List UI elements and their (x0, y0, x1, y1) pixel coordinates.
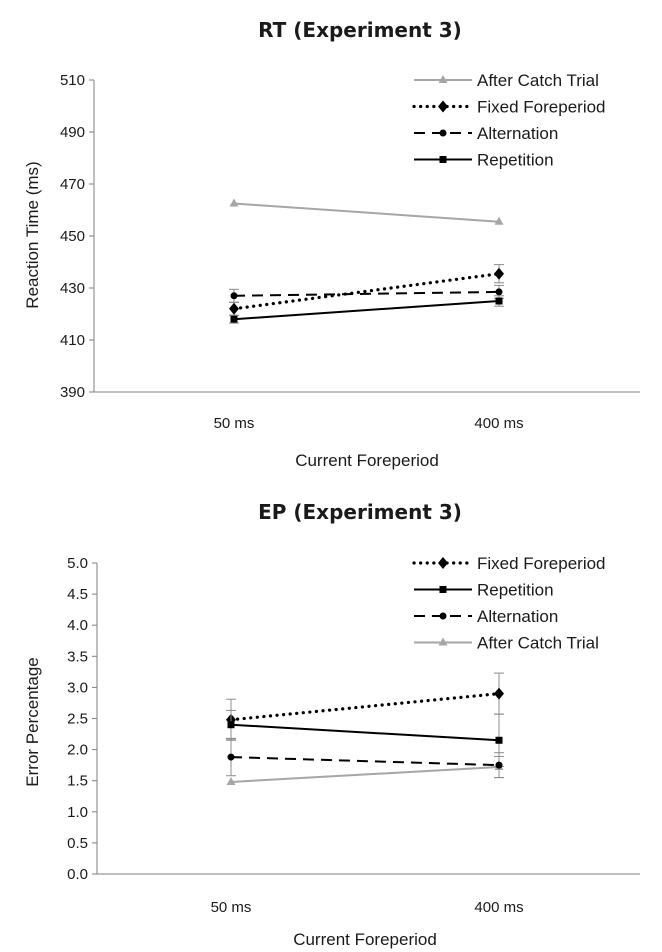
ep-alternation-point (495, 761, 503, 769)
rt-y-tick-label: 490 (60, 124, 85, 141)
ep-y-tick-label: 3.5 (67, 648, 88, 665)
ep-legend-marker-repetition (439, 586, 447, 593)
ep-repetition-line (230, 723, 500, 742)
rt-y-tick-label: 430 (60, 280, 85, 297)
rt-fixed-foreperiod-point (229, 302, 239, 315)
ep-y-tick-label: 4.5 (67, 586, 88, 603)
rt-alternation-point (230, 292, 238, 300)
ep-y-tick-label: 1.0 (67, 804, 88, 821)
ep-legend-label-after-catch-trial: After Catch Trial (477, 634, 599, 653)
rt-alternation-line (233, 290, 500, 297)
rt-y-tick-label: 450 (60, 228, 85, 245)
rt-y-tick-label: 470 (60, 176, 85, 193)
rt-legend-marker-after-catch-trial (438, 75, 448, 83)
ep-y-tick-label: 0.0 (67, 866, 88, 883)
rt-repetition-point (495, 297, 503, 305)
rt-y-tick-label: 410 (60, 332, 85, 349)
ep-y-tick-label: 2.5 (67, 711, 88, 728)
rt-series-after-catch-trial (229, 198, 504, 225)
rt-series-fixed-foreperiod (229, 264, 504, 316)
rt-series-alternation (229, 284, 504, 303)
ep-legend-marker-after-catch-trial (438, 637, 448, 646)
ep-fixed-foreperiod-point (494, 687, 504, 700)
rt-legend-label-alternation: Alternation (477, 124, 558, 143)
ep-fixed-foreperiod-line (229, 692, 501, 722)
rt-legend-label-fixed-foreperiod: Fixed Foreperiod (477, 98, 606, 117)
rt-legend-marker-alternation (439, 129, 447, 137)
ep-legend-label-alternation: Alternation (477, 607, 558, 626)
ep-y-axis-title: Error Percentage (23, 657, 42, 786)
ep-y-tick-label: 4.0 (67, 617, 88, 634)
rt-x-tick-label: 400 ms (474, 415, 523, 432)
ep-repetition-point (495, 736, 503, 744)
rt-repetition-point (230, 315, 238, 323)
ep-alternation-point (227, 753, 235, 761)
rt-after-catch-trial-point (229, 198, 239, 207)
ep-after-catch-trial-point (226, 776, 236, 785)
ep-y-tick-label: 5.0 (67, 555, 88, 572)
ep-plot-area: 0.0 0.5 1.0 1.5 2.0 2.5 3.0 3.5 4.0 4.5 5.0 50 ms 40… (67, 554, 640, 916)
ep-legend: Fixed Foreperiod Repetition Alternation Aft… (412, 554, 606, 653)
rt-chart-title: RT (Experiment 3) (258, 18, 462, 42)
ep-y-tick-label: 2.0 (67, 742, 88, 759)
ep-series-alternation (226, 737, 504, 779)
ep-legend-label-fixed-foreperiod: Fixed Foreperiod (477, 554, 606, 573)
ep-legend-marker-fixed-foreperiod (438, 557, 448, 569)
rt-legend-label-after-catch-trial: After Catch Trial (477, 71, 599, 90)
rt-fixed-foreperiod-point (494, 267, 504, 280)
ep-x-axis-title: Current Foreperiod (293, 930, 437, 949)
ep-chart-title: EP (Experiment 3) (258, 500, 462, 524)
ep-x-tick-label: 400 ms (474, 899, 523, 916)
rt-repetition-line (233, 300, 500, 321)
ep-repetition-point (227, 721, 235, 729)
rt-chart: RT (Experiment 3) Reaction Time (ms) Cur… (23, 18, 640, 470)
rt-alternation-point (495, 288, 503, 296)
ep-y-tick-label: 0.5 (67, 835, 88, 852)
rt-legend-label-repetition: Repetition (477, 151, 554, 170)
ep-y-tick-label: 3.0 (67, 679, 88, 696)
rt-after-catch-trial-line (233, 202, 500, 223)
rt-legend-marker-repetition (439, 156, 447, 163)
rt-y-tick-label: 510 (60, 72, 85, 89)
rt-x-tick-label: 50 ms (214, 415, 255, 432)
rt-x-axis-title: Current Foreperiod (295, 451, 439, 470)
rt-plot-area: 390 410 430 450 470 490 510 50 ms 400 ms After Ca… (60, 71, 640, 432)
rt-y-tick-label: 390 (60, 384, 85, 401)
ep-x-tick-label: 50 ms (211, 899, 252, 916)
rt-fixed-foreperiod-line (232, 272, 501, 311)
ep-legend-marker-alternation (439, 612, 447, 620)
rt-y-axis-title: Reaction Time (ms) (23, 161, 42, 308)
rt-after-catch-trial-point (494, 216, 504, 225)
rt-series-repetition (229, 295, 504, 324)
ep-chart: EP (Experiment 3) Error Percentage Curre… (23, 500, 640, 949)
ep-y-tick-label: 1.5 (67, 773, 88, 790)
rt-legend-marker-fixed-foreperiod (438, 100, 448, 113)
ep-series-fixed-foreperiod (226, 672, 504, 741)
rt-legend: After Catch Trial Fixed Foreperiod Alterna… (412, 71, 606, 170)
ep-after-catch-trial-line (230, 766, 500, 783)
ep-legend-label-repetition: Repetition (477, 581, 554, 600)
ep-alternation-line (230, 756, 500, 767)
